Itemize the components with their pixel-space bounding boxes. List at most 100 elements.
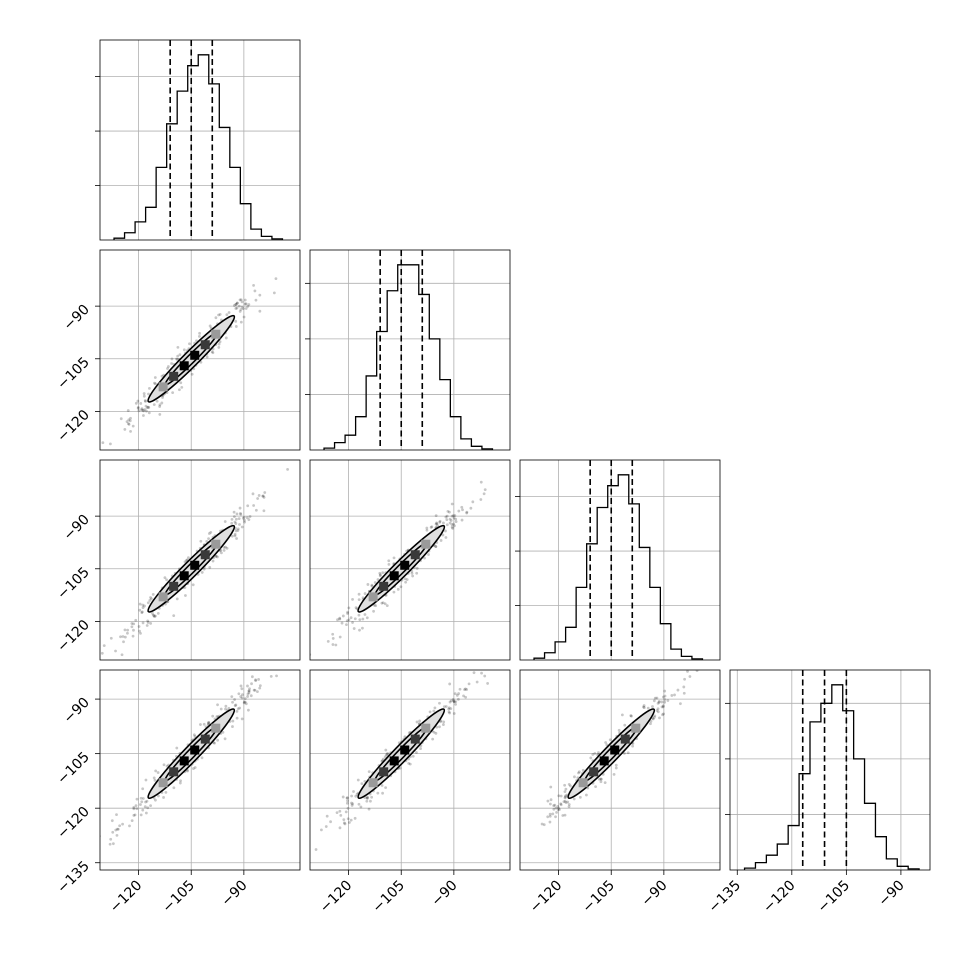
scatter-point <box>136 406 140 410</box>
scatter-point <box>193 735 197 738</box>
scatter-point <box>146 621 150 624</box>
scatter-point <box>378 571 382 575</box>
scatter-point <box>552 804 556 807</box>
scatter-point <box>558 808 561 811</box>
scatter-point <box>434 545 438 548</box>
scatter-point <box>366 583 370 586</box>
scatter-point <box>155 399 159 403</box>
scatter-point <box>415 720 419 724</box>
scatter-point <box>353 617 357 621</box>
scatter-point <box>603 781 607 785</box>
scatter-point <box>341 795 345 799</box>
scatter-point <box>145 406 149 409</box>
scatter-point <box>452 712 456 715</box>
scatter-point <box>247 691 251 695</box>
scatter-point <box>666 699 670 702</box>
scatter-point <box>247 708 250 712</box>
scatter-point <box>435 522 439 526</box>
scatter-point <box>221 730 225 734</box>
scatter-point <box>452 516 456 520</box>
scatter-point <box>146 619 150 623</box>
scatter-point <box>626 751 630 755</box>
scatter-point <box>378 574 382 578</box>
scatter-point <box>175 746 179 750</box>
scatter-point <box>441 533 445 537</box>
scatter-point <box>557 806 561 810</box>
scatter-point <box>346 610 350 614</box>
scatter-point <box>347 618 351 622</box>
scatter-cloud <box>100 674 278 846</box>
scatter-point <box>597 751 600 754</box>
scatter-point <box>446 509 450 513</box>
scatter-point <box>361 626 364 630</box>
scatter-point <box>213 741 216 745</box>
scatter-point <box>386 753 389 756</box>
x-tick-label: −120 <box>760 878 799 917</box>
scatter-point <box>411 574 415 578</box>
scatter-point <box>235 306 239 310</box>
scatter-point <box>379 573 382 577</box>
scatter-point <box>175 597 179 601</box>
scatter-point <box>246 695 249 698</box>
scatter-point <box>559 794 563 798</box>
panel-frame <box>309 249 511 451</box>
scatter-point <box>365 796 369 800</box>
density-cell <box>179 571 189 581</box>
scatter-point <box>130 622 134 625</box>
scatter-point <box>245 516 249 520</box>
scatter-point <box>123 428 127 431</box>
density-cell <box>190 745 200 755</box>
scatter-point <box>145 624 149 627</box>
scatter-point <box>149 596 152 599</box>
scatter-point <box>385 604 389 608</box>
scatter-point <box>480 671 483 675</box>
x-tick-label: −90 <box>218 878 250 910</box>
scatter-point <box>160 374 164 378</box>
scatter-point <box>275 674 278 678</box>
scatter-point <box>366 795 369 799</box>
scatter-point <box>314 848 318 851</box>
scatter-point <box>432 730 436 734</box>
scatter-point <box>546 815 550 819</box>
scatter-point <box>548 814 552 818</box>
scatter-point <box>419 747 422 750</box>
density-cell <box>200 550 210 560</box>
y-tick-label: −120 <box>54 407 93 446</box>
scatter-point <box>158 413 162 416</box>
scatter-point <box>349 616 353 620</box>
scatter-point <box>376 791 380 795</box>
scatter-point <box>211 559 215 563</box>
scatter-point <box>679 702 682 706</box>
scatter-point <box>199 360 203 364</box>
scatter-point <box>154 382 157 386</box>
scatter-point <box>211 714 215 718</box>
scatter-point <box>219 707 223 711</box>
scatter-point <box>157 794 160 798</box>
scatter-point <box>234 703 238 707</box>
scatter-point <box>380 784 384 787</box>
scatter-point <box>472 671 476 675</box>
scatter-point <box>115 813 118 817</box>
scatter-point <box>247 303 251 306</box>
scatter-point <box>593 752 597 755</box>
scatter-point <box>208 324 212 328</box>
scatter-point <box>132 806 136 809</box>
scatter-point <box>444 529 447 533</box>
scatter-point <box>345 619 349 623</box>
scatter-point <box>192 733 196 737</box>
x-tick-label: −120 <box>317 878 356 917</box>
scatter-point <box>147 406 151 409</box>
scatter-point <box>604 741 608 744</box>
scatter-point <box>357 592 361 596</box>
scatter-point <box>594 785 597 789</box>
scatter-point <box>631 744 635 748</box>
scatter-point <box>442 720 446 724</box>
scatter-point <box>434 522 438 526</box>
scatter-point <box>131 634 135 638</box>
scatter-point <box>444 515 448 519</box>
scatter-point <box>121 635 125 638</box>
scatter-point <box>465 510 469 514</box>
scatter-point <box>141 408 145 412</box>
scatter-point <box>652 716 656 719</box>
scatter-point <box>231 700 234 704</box>
